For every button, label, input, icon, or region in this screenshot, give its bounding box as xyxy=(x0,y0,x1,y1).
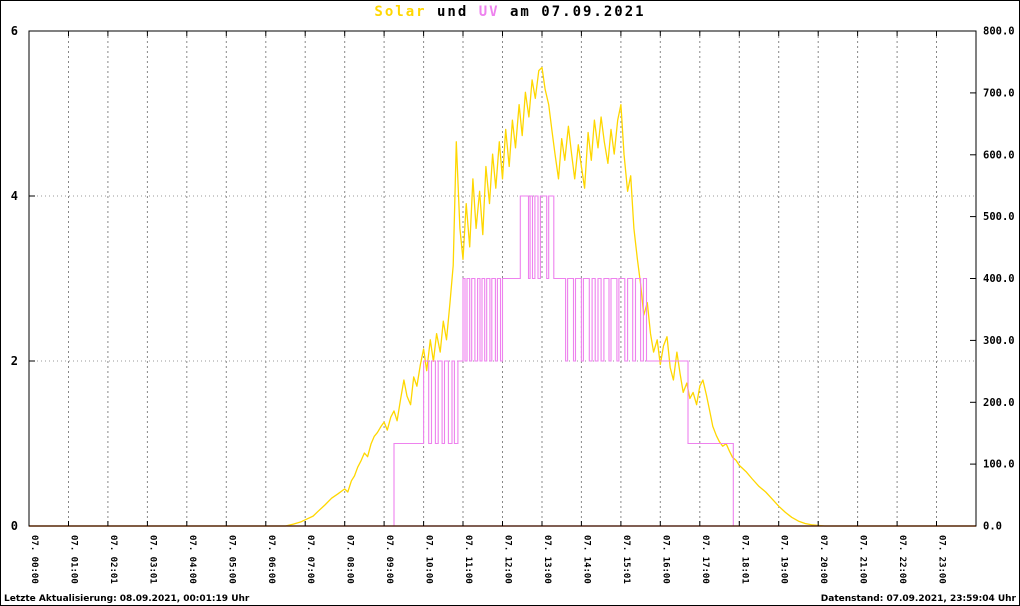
chart-title: Solar und UV am 07.09.2021 xyxy=(1,4,1019,20)
x-tick-label: 07. 06:00 xyxy=(266,535,276,584)
series-uv-line xyxy=(29,195,976,527)
y-right-tick-labels: 0.0 100.0 200.0 300.0 400.0 500.0 600.0 700.0 80… xyxy=(983,26,1015,533)
x-tick-label: 07. 11:00 xyxy=(463,535,473,584)
y-right-tick-label: 800.0 xyxy=(983,26,1015,38)
x-tick-label: 07. 02:01 xyxy=(108,535,118,584)
y-left-tick-label: 2 xyxy=(11,354,18,368)
title-solar-label: Solar xyxy=(374,4,427,20)
x-tick-label: 07. 19:00 xyxy=(779,535,789,584)
x-tick-label: 07. 00:00 xyxy=(29,535,39,584)
x-tick-label: 07. 12:00 xyxy=(503,535,513,584)
y-right-tick-label: 500.0 xyxy=(983,211,1015,223)
x-tick-label: 07. 05:00 xyxy=(226,535,236,584)
tick-marks xyxy=(28,30,976,527)
y-right-tick-label: 400.0 xyxy=(983,273,1015,285)
x-tick-label: 07. 03:01 xyxy=(147,535,157,584)
x-tick-label: 07. 16:00 xyxy=(660,535,670,584)
y-right-tick-label: 300.0 xyxy=(983,335,1015,347)
footer-last-update: Letzte Aktualisierung: 08.09.2021, 00:01… xyxy=(4,594,250,604)
x-tick-labels: 07. 00:00 07. 01:00 07. 02:01 07. 03:01 07. … xyxy=(29,535,947,584)
y-right-tick-label: 700.0 xyxy=(983,87,1015,99)
x-tick-label: 07. 22:00 xyxy=(897,535,907,584)
y-right-tick-label: 200.0 xyxy=(983,397,1015,409)
x-tick-label: 07. 07:00 xyxy=(305,535,315,584)
series-solar-line xyxy=(29,66,976,527)
title-uv-label: UV xyxy=(478,4,500,20)
x-tick-label: 07. 20:00 xyxy=(818,535,828,584)
x-tick-label: 07. 10:00 xyxy=(424,535,434,584)
y-left-tick-labels: 0 2 4 6 xyxy=(11,24,18,533)
x-tick-label: 07. 09:00 xyxy=(384,535,394,584)
x-tick-label: 07. 18:01 xyxy=(739,535,749,584)
y-right-tick-label: 100.0 xyxy=(983,459,1015,471)
x-tick-label: 07. 04:00 xyxy=(187,535,197,584)
y-right-tick-label: 0.0 xyxy=(983,521,1002,533)
footer-data-timestamp: Datenstand: 07.09.2021, 23:59:04 Uhr xyxy=(820,594,1016,604)
x-tick-label: 07. 15:01 xyxy=(621,535,631,584)
x-tick-label: 07. 21:00 xyxy=(858,535,868,584)
x-tick-label: 07. 01:00 xyxy=(69,535,79,584)
x-tick-label: 07. 08:00 xyxy=(345,535,355,584)
x-tick-label: 07. 17:00 xyxy=(700,535,710,584)
y-right-tick-label: 600.0 xyxy=(983,149,1015,161)
x-tick-label: 07. 14:00 xyxy=(581,535,591,584)
y-left-tick-label: 6 xyxy=(11,24,18,38)
y-left-tick-label: 4 xyxy=(11,189,18,203)
title-und-label: und xyxy=(426,4,479,20)
x-tick-label: 07. 13:00 xyxy=(542,535,552,584)
title-date-label: am 07.09.2021 xyxy=(499,4,646,20)
y-left-tick-label: 0 xyxy=(11,519,18,533)
x-tick-label: 07. 23:00 xyxy=(937,535,947,584)
